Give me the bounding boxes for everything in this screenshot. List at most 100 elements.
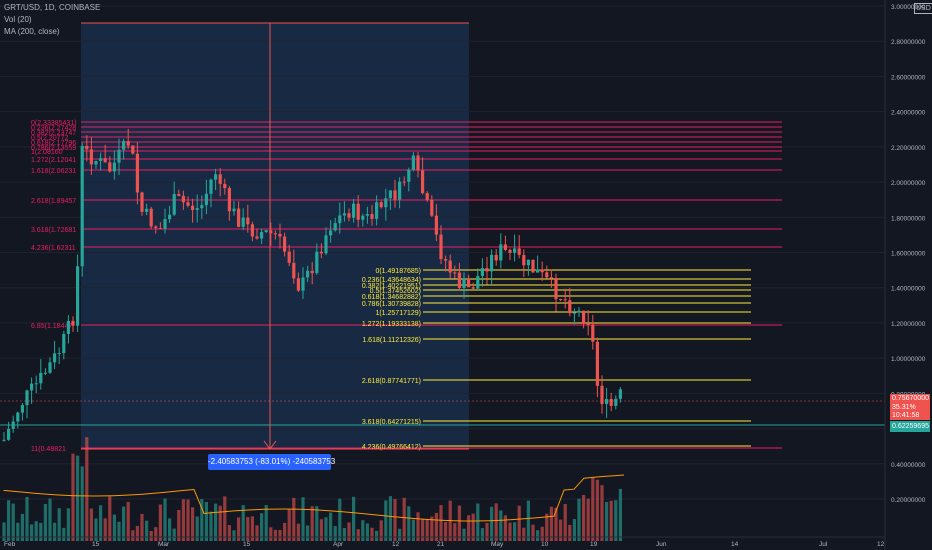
candle-body [16,412,20,422]
candle-body [352,203,356,218]
volume-bar [329,512,333,541]
fib-level-label: 0.236(2.27428 [31,125,76,132]
volume-bar [103,518,107,541]
candle-body [559,299,563,301]
candle-body [71,320,75,326]
volume-bar [177,509,181,541]
volume-bar [163,498,167,541]
candle-body [549,277,553,279]
candle-body [191,205,195,210]
symbol-title[interactable]: GRT/USD, 1D, COINBASE [4,3,101,12]
candle-body [453,272,457,274]
volume-bar [99,505,103,541]
candle-body [536,269,540,273]
volume-bar [559,519,563,541]
volume-bar [522,527,526,541]
volume-bar [356,529,360,541]
candle-body [131,145,135,154]
volume-bar [384,500,388,541]
volume-bar [218,505,222,541]
candle-body [522,254,526,266]
candle-body [398,181,402,200]
x-axis-tick-label: Apr [333,541,344,548]
candle-body [283,236,287,252]
volume-bar [145,520,149,541]
y-axis-tick-label: 1.40000000 [891,286,926,293]
volume-bar [154,527,158,541]
candle-body [471,287,475,289]
candle-body [122,141,126,150]
x-axis-tick-label: 12 [877,541,885,548]
volume-bar [540,526,544,541]
volume-bar [140,513,144,541]
candle-body [278,233,282,237]
x-axis-tick-label: Jun [656,541,667,548]
candle-body [140,192,144,212]
volume-bar [16,522,20,541]
candle-body [315,251,319,274]
volume-bar [416,512,420,541]
candle-body [89,149,93,165]
y-axis-tick-label: 1.00000000 [891,356,926,363]
candle-body [57,353,61,355]
candle-body [34,383,38,385]
volume-bar [11,503,15,541]
fib-level-label: 3.618(1.72681 [31,227,76,234]
x-axis-tick-label: 19 [590,541,598,548]
volume-bar [227,525,231,541]
volume-bar [480,528,484,541]
candle-body [554,277,558,300]
candle-body [545,272,549,278]
candle-body [2,439,6,441]
candle-body [370,214,374,219]
measure-tooltip: -2.40583753 (-83.01%) -240583753 [208,454,335,470]
volume-bar [572,519,576,541]
volume-bar [549,506,553,541]
candle-body [384,198,388,208]
fib-level-label: 11(0.48821 [31,446,66,453]
candle-body [324,235,328,254]
bar-countdown: 10:41:58 [892,412,920,419]
volume-indicator-label[interactable]: Vol (20) [4,15,32,24]
volume-bar [439,505,443,541]
volume-bar [250,516,254,541]
volume-bar [485,522,489,541]
fib-level-label: 4.236(0.49766412) [362,444,421,451]
volume-bar [135,525,139,541]
volume-bar [241,505,245,541]
candle-body [232,208,236,212]
fib-level-label: 6.85(1.18447 [31,323,72,330]
candle-body [568,300,572,314]
candle-body [605,398,609,405]
volume-bar [255,525,259,541]
candle-body [467,278,471,288]
volume-bar [246,517,250,541]
candle-body [269,230,273,234]
candle-body [421,170,425,194]
candle-body [407,169,411,182]
currency-badge[interactable]: USD [914,3,932,14]
candle-body [76,266,80,326]
fib-level-label: 0.786(2.13559 [31,145,76,152]
candle-body [526,259,530,266]
volume-bar [476,503,480,541]
candle-body [223,183,227,189]
fib-level-label: 0.382(2.23747 [31,130,76,137]
x-axis-tick-label: Mar [158,541,170,548]
candle-body [485,268,489,272]
candle-body [319,251,323,254]
volume-bar [467,515,471,541]
ma-indicator-label[interactable]: MA (200, close) [4,27,60,36]
volume-bar [347,522,351,541]
candle-body [204,193,208,206]
volume-bar [48,498,52,541]
candle-body [338,215,342,224]
fib-level-label: 0.236(1.43648634) [362,277,421,284]
candle-body [163,219,167,229]
candle-body [430,199,434,216]
volume-bar [526,500,530,541]
candle-body [20,405,24,413]
y-axis-tick-label: 2.20000000 [891,145,926,152]
volume-bar [273,529,277,541]
